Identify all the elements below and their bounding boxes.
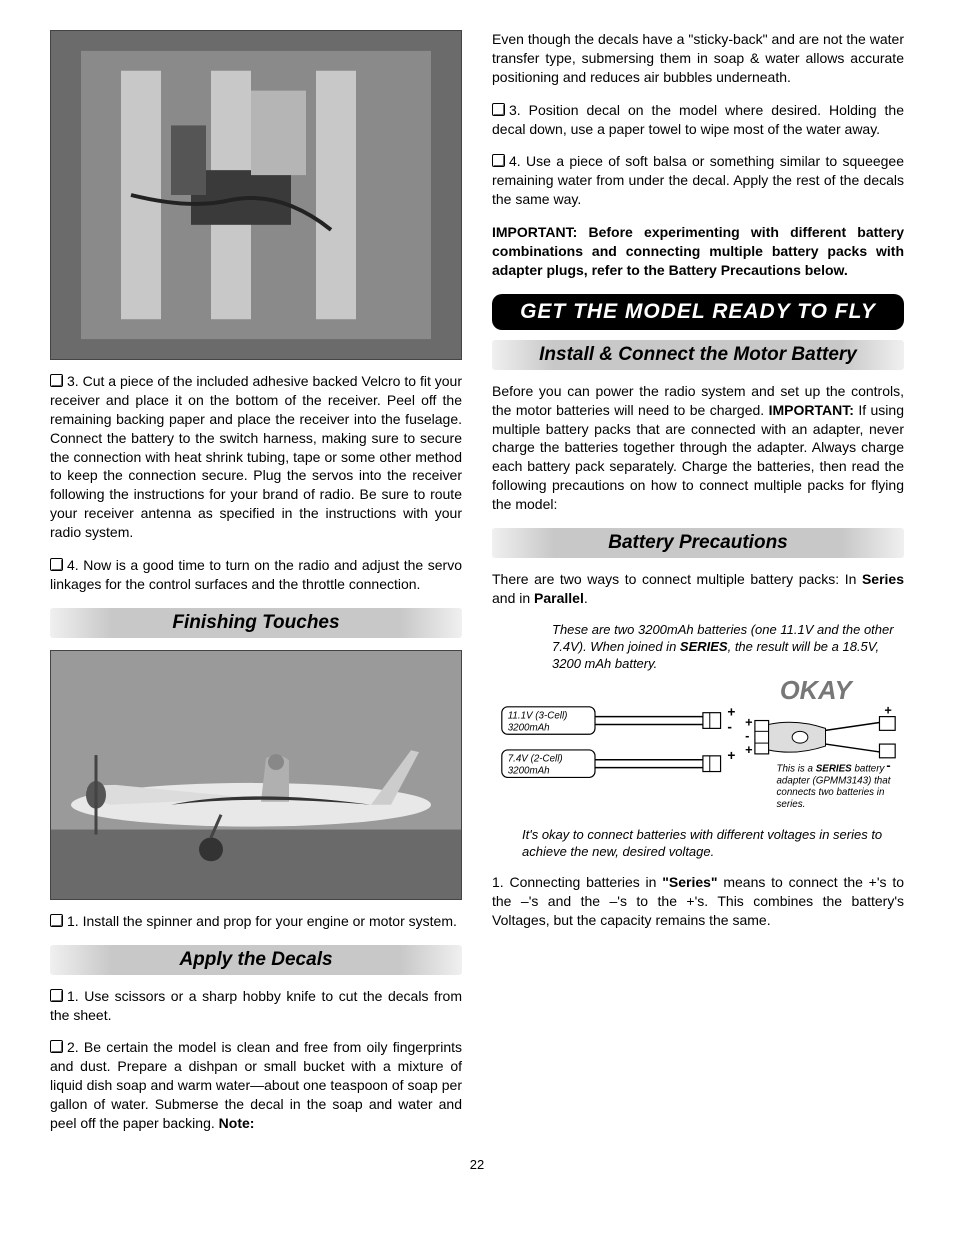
note-label: Note: <box>219 1115 255 1131</box>
checkbox-icon <box>50 1040 63 1053</box>
right-step-3: 3. Position decal on the model where des… <box>492 101 904 139</box>
adapter-bold: SERIES <box>816 764 852 775</box>
wiring-diagram-svg: OKAY 11.1V (3-Cell) 3200mAh 7.4V (2-Cell… <box>492 678 904 818</box>
svg-text:+: + <box>745 715 752 730</box>
text-a: 1. Connecting batteries in <box>492 874 662 890</box>
decal-step-2: 2. Be certain the model is clean and fre… <box>50 1038 462 1132</box>
bat2-line2: 3200mAh <box>508 766 550 777</box>
series-quoted: "Series" <box>662 874 717 890</box>
step-text: 3. Position decal on the model where des… <box>492 102 904 137</box>
svg-text:-: - <box>727 720 732 735</box>
bat1-line2: 3200mAh <box>508 723 550 734</box>
page-number: 22 <box>50 1157 904 1172</box>
apply-decals-heading: Apply the Decals <box>50 945 462 975</box>
text-b: If using multiple battery packs that are… <box>492 402 904 512</box>
svg-text:+: + <box>727 705 735 720</box>
airplane-photo <box>50 650 462 900</box>
series-explanation: 1. Connecting batteries in "Series" mean… <box>492 873 904 930</box>
text-end: . <box>584 590 588 606</box>
diagram-bottom-caption: It's okay to connect batteries with diff… <box>522 827 904 861</box>
text-mid: and in <box>492 590 534 606</box>
series-label: Series <box>862 571 904 587</box>
series-word: SERIES <box>680 639 728 654</box>
note-continuation: Even though the decals have a "sticky-ba… <box>492 30 904 87</box>
important-label: IMPORTANT: <box>769 402 854 418</box>
svg-text:+: + <box>884 703 891 718</box>
install-battery-text: Before you can power the radio system an… <box>492 382 904 514</box>
checkbox-icon <box>50 989 63 1002</box>
battery-precautions-heading: Battery Precautions <box>492 528 904 558</box>
install-battery-heading: Install & Connect the Motor Battery <box>492 340 904 370</box>
left-step-3: 3. Cut a piece of the included adhesive … <box>50 372 462 542</box>
parallel-label: Parallel <box>534 590 584 606</box>
checkbox-icon <box>50 914 63 927</box>
finish-step-1: 1. Install the spinner and prop for your… <box>50 912 462 931</box>
okay-label: OKAY <box>780 678 854 705</box>
right-step-4: 4. Use a piece of soft balsa or somethin… <box>492 152 904 209</box>
finishing-touches-heading: Finishing Touches <box>50 608 462 638</box>
step-text: 4. Use a piece of soft balsa or somethin… <box>492 153 904 207</box>
decal-step-1: 1. Use scissors or a sharp hobby knife t… <box>50 987 462 1025</box>
right-column: Even though the decals have a "sticky-ba… <box>492 30 904 1133</box>
checkbox-icon <box>50 374 63 387</box>
svg-text:+: + <box>727 748 735 763</box>
diagram-top-caption: These are two 3200mAh batteries (one 11.… <box>552 622 904 673</box>
step-text: 1. Use scissors or a sharp hobby knife t… <box>50 988 462 1023</box>
bat2-line1: 7.4V (2-Cell) <box>508 754 563 765</box>
checkbox-icon <box>492 154 505 167</box>
svg-text:-: - <box>745 729 749 744</box>
checkbox-icon <box>492 103 505 116</box>
series-battery-diagram: These are two 3200mAh batteries (one 11.… <box>492 622 904 861</box>
step-text: 1. Install the spinner and prop for your… <box>67 913 457 929</box>
step-text: 4. Now is a good time to turn on the rad… <box>50 557 462 592</box>
step-text: 2. Be certain the model is clean and fre… <box>50 1039 462 1131</box>
left-column: 3. Cut a piece of the included adhesive … <box>50 30 462 1133</box>
step-text: 3. Cut a piece of the included adhesive … <box>50 373 462 540</box>
checkbox-icon <box>50 558 63 571</box>
bat1-line1: 11.1V (3-Cell) <box>508 711 568 722</box>
svg-text:+: + <box>745 742 752 757</box>
get-model-ready-heading: GET THE MODEL READY TO FLY <box>492 294 904 330</box>
adapter-text-a: This is a <box>776 764 815 775</box>
left-step-4: 4. Now is a good time to turn on the rad… <box>50 556 462 594</box>
text-a: There are two ways to connect multiple b… <box>492 571 862 587</box>
receiver-install-photo <box>50 30 462 360</box>
precautions-intro: There are two ways to connect multiple b… <box>492 570 904 608</box>
important-note: IMPORTANT: Before experimenting with dif… <box>492 223 904 280</box>
